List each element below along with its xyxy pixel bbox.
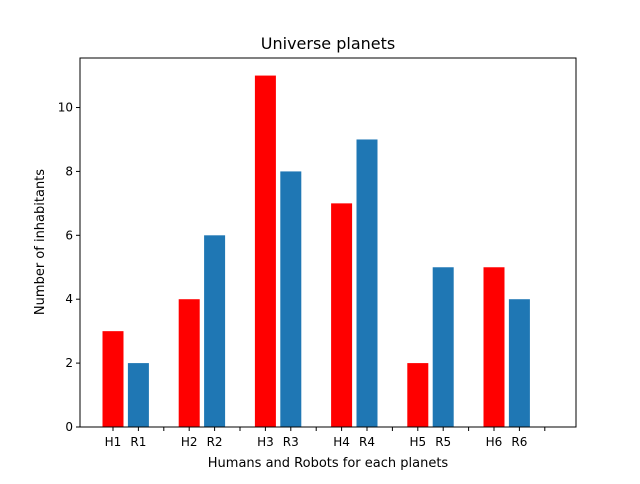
x-tick-label: R3 [283,435,299,449]
bar-r3 [280,171,302,427]
bar-r4 [356,139,378,427]
bar-h6 [483,267,505,427]
y-tick-label: 10 [58,101,73,115]
x-tick-label: R1 [130,435,146,449]
chart-title: Universe planets [261,34,395,53]
bar-h5 [407,363,429,427]
bar-r2 [204,235,226,427]
x-tick-label: H3 [257,435,274,449]
x-tick-label: H5 [409,435,426,449]
bar-h3 [254,75,276,427]
x-tick-label: H1 [105,435,122,449]
y-axis: 0 2 4 6 8 10 [58,101,80,434]
x-tick-label: R4 [359,435,375,449]
bar-h4 [331,203,353,427]
y-axis-label: Number of inhabitants [33,169,48,315]
y-tick-label: 0 [65,420,73,434]
x-tick-label: H4 [333,435,350,449]
bar-h2 [178,299,200,427]
y-tick-label: 8 [65,164,73,178]
x-tick-label: R5 [435,435,451,449]
y-tick-label: 2 [65,356,73,370]
x-tick-label: H6 [486,435,503,449]
x-axis: H1 R1 H2 R2 H3 R3 H4 R4 H5 R5 H6 R6 [105,427,546,449]
plot-frame [79,57,577,428]
bar-r1 [127,363,149,427]
bars-layer [102,75,530,427]
bar-h1 [102,331,124,427]
bar-r5 [432,267,454,427]
y-tick-label: 6 [65,228,73,242]
y-tick-label: 4 [65,292,73,306]
x-tick-label: R2 [207,435,223,449]
x-axis-label: Humans and Robots for each planets [208,456,449,471]
x-tick-label: H2 [181,435,198,449]
bar-r6 [508,299,530,427]
x-tick-label: R6 [511,435,527,449]
